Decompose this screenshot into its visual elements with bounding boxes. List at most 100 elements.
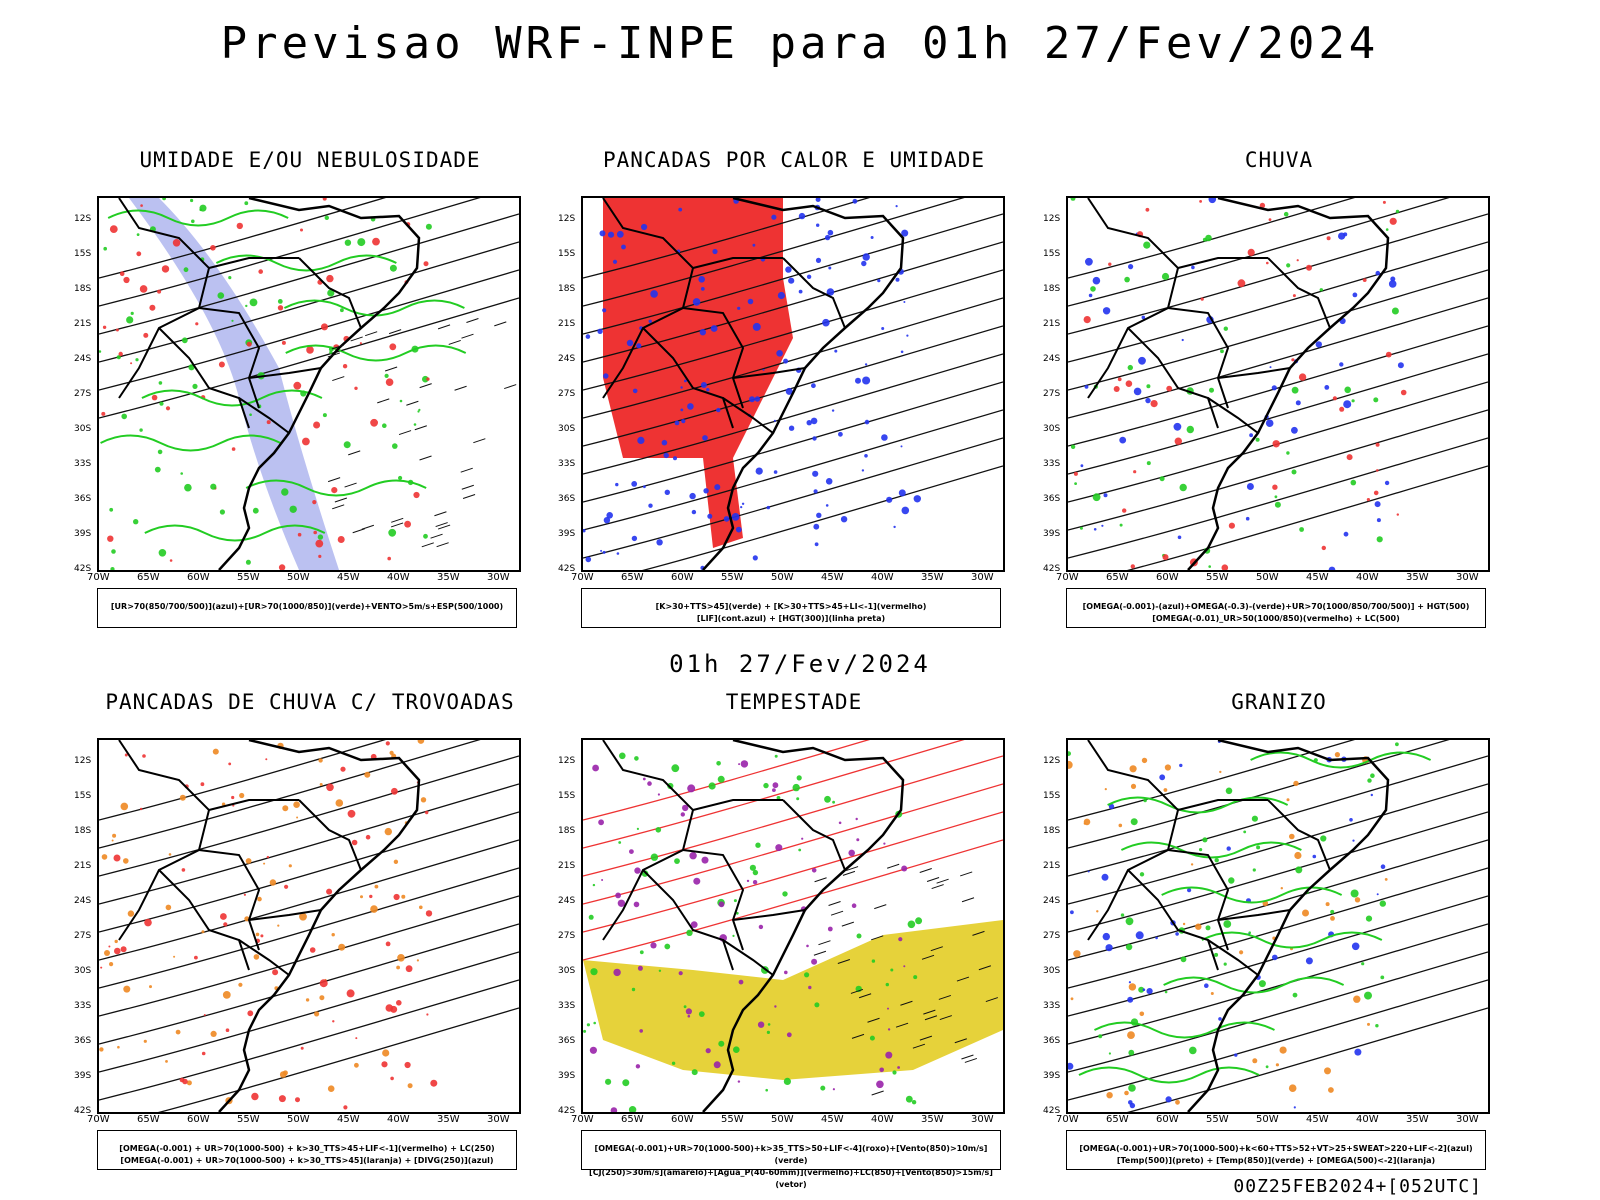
humidity-field xyxy=(129,198,339,570)
field-speck xyxy=(359,342,362,345)
field-speck xyxy=(321,323,328,331)
field-speck xyxy=(99,1047,104,1052)
wind-vector xyxy=(912,1043,926,1049)
field-speck xyxy=(387,556,392,561)
contour-line xyxy=(99,198,387,279)
map-panel-3: CHUVA 12S 15S 18S 21S 24S 27S 30S 33S 36S 39S 42S 70… xyxy=(1039,148,1519,628)
field-speck xyxy=(143,332,149,338)
field-speck xyxy=(1376,469,1379,472)
field-speck xyxy=(898,937,903,942)
wind-vector xyxy=(390,522,404,528)
field-speck xyxy=(337,536,345,543)
field-speck xyxy=(245,559,251,565)
wind-vector xyxy=(919,1035,933,1041)
wind-vector xyxy=(900,1000,913,1006)
contour-green xyxy=(245,479,427,497)
field-speck xyxy=(657,793,660,796)
field-speck xyxy=(389,750,394,755)
lat-tick-label: 33S xyxy=(74,459,92,469)
field-speck xyxy=(289,505,297,513)
wind-vector xyxy=(924,1015,938,1021)
field-speck xyxy=(222,991,231,999)
field-speck xyxy=(175,1029,181,1035)
country-border xyxy=(248,367,322,379)
field-speck xyxy=(706,388,710,392)
field-speck xyxy=(1128,1084,1136,1092)
field-speck xyxy=(107,535,114,542)
field-speck xyxy=(1272,954,1278,961)
field-speck xyxy=(1210,992,1214,995)
field-speck xyxy=(832,1088,835,1091)
field-speck xyxy=(228,276,232,280)
field-speck xyxy=(1218,1017,1222,1021)
country-border xyxy=(782,799,846,871)
wind-vector xyxy=(332,376,345,382)
wind-vector xyxy=(938,994,951,1000)
country-border xyxy=(1177,257,1268,269)
field-speck xyxy=(749,396,755,403)
field-speck xyxy=(681,419,686,424)
field-speck xyxy=(419,905,423,910)
field-speck xyxy=(615,482,619,487)
field-speck xyxy=(801,837,804,840)
field-speck xyxy=(1223,326,1228,331)
field-speck xyxy=(738,763,741,766)
field-speck xyxy=(1209,387,1214,393)
field-speck xyxy=(288,864,292,868)
field-speck xyxy=(1246,483,1254,490)
field-speck xyxy=(1119,436,1127,444)
field-speck xyxy=(766,1030,770,1034)
field-speck xyxy=(136,251,142,257)
field-speck xyxy=(1296,259,1299,262)
field-speck xyxy=(396,965,400,970)
wind-vector xyxy=(391,517,404,523)
field-speck xyxy=(895,277,900,282)
field-speck xyxy=(1319,288,1323,292)
lat-tick-label: 21S xyxy=(74,861,92,871)
field-speck xyxy=(357,238,366,247)
field-speck xyxy=(687,1014,691,1018)
country-border xyxy=(298,799,362,871)
field-speck xyxy=(792,783,800,792)
field-speck xyxy=(737,306,741,310)
field-speck xyxy=(811,868,817,873)
field-speck xyxy=(249,298,258,307)
field-speck xyxy=(401,894,406,899)
field-speck xyxy=(1251,815,1258,822)
lat-tick-label: 12S xyxy=(1043,756,1061,766)
lon-tick-label: 45W xyxy=(821,572,844,583)
field-speck xyxy=(109,225,118,233)
field-speck xyxy=(1291,386,1299,394)
field-speck xyxy=(1187,888,1192,893)
country-border xyxy=(158,869,250,971)
field-speck xyxy=(1364,991,1372,1000)
field-speck xyxy=(1085,257,1093,266)
field-speck xyxy=(603,517,611,524)
lon-tick-label: 35W xyxy=(921,572,944,583)
field-speck xyxy=(1375,270,1381,276)
field-speck xyxy=(1226,846,1231,851)
field-speck xyxy=(1351,399,1355,403)
field-speck xyxy=(300,228,303,232)
field-speck xyxy=(1228,522,1235,529)
field-speck xyxy=(588,914,594,920)
contour-line xyxy=(1068,381,1488,503)
wind-vector xyxy=(936,878,949,884)
field-speck xyxy=(774,754,778,758)
field-speck xyxy=(1092,493,1101,502)
field-speck xyxy=(855,377,861,384)
field-speck xyxy=(1073,950,1081,958)
field-speck xyxy=(417,740,425,744)
field-speck xyxy=(260,934,264,938)
field-speck xyxy=(1127,364,1133,371)
field-speck xyxy=(752,555,758,561)
field-speck xyxy=(808,985,812,990)
field-speck xyxy=(1395,742,1399,747)
field-speck xyxy=(306,346,314,354)
country-border xyxy=(602,198,695,399)
field-speck xyxy=(783,1077,791,1085)
field-speck xyxy=(610,1107,618,1112)
field-speck xyxy=(372,237,380,246)
field-speck xyxy=(776,796,781,800)
field-speck xyxy=(806,420,812,426)
